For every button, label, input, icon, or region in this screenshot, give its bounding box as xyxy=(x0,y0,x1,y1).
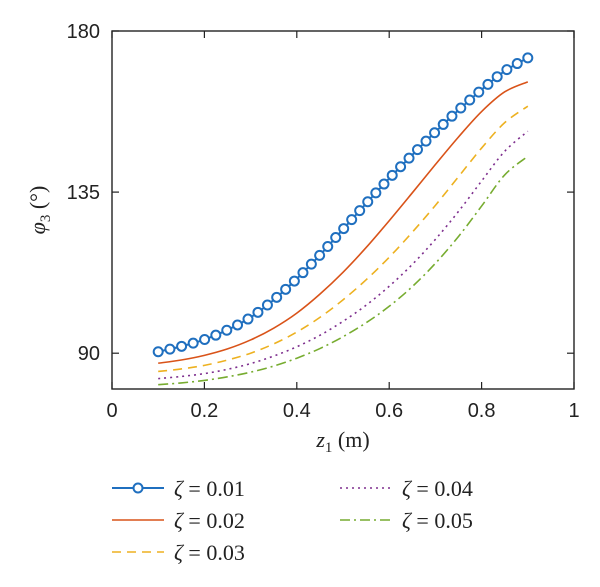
series-marker xyxy=(395,161,407,173)
series-marker xyxy=(522,52,534,64)
x-axis-label: z1 (m) xyxy=(315,427,369,456)
legend-label: ζ = 0.02 xyxy=(174,508,245,533)
legend-label: ζ = 0.03 xyxy=(174,540,245,565)
series-marker xyxy=(164,343,176,355)
series-marker xyxy=(271,291,283,303)
legend-item-3: ζ = 0.03 xyxy=(112,540,245,565)
series-marker xyxy=(199,334,211,346)
series-line-5 xyxy=(158,155,529,386)
series-marker xyxy=(152,346,164,358)
series-marker xyxy=(491,71,503,83)
legend: ζ = 0.01 ζ = 0.02 ζ = 0.03 ζ = 0.04 ζ = 0.05 xyxy=(112,476,473,565)
axes: 0 0.2 0.4 0.6 0.8 1 90 135 180 z1 (m) φ3 (°) xyxy=(25,21,580,456)
series-marker xyxy=(354,205,366,217)
series-line-4 xyxy=(158,130,529,380)
series-marker xyxy=(338,223,350,235)
x-tick-label: 1 xyxy=(568,400,579,422)
plot-area xyxy=(152,52,534,386)
series-marker xyxy=(501,64,513,76)
series-marker xyxy=(305,258,317,270)
x-tick-label: 0.2 xyxy=(190,400,218,422)
series-marker xyxy=(455,102,467,114)
series-line-3 xyxy=(158,105,529,373)
legend-item-1: ζ = 0.01 xyxy=(112,476,245,501)
series-marker xyxy=(187,337,199,349)
legend-label: ζ = 0.04 xyxy=(402,476,473,501)
series-marker xyxy=(261,299,273,311)
series-marker xyxy=(420,135,432,147)
series-marker xyxy=(252,306,264,318)
series-marker xyxy=(280,283,292,295)
series-marker xyxy=(362,196,374,208)
y-tick-label: 180 xyxy=(67,21,100,43)
series-marker xyxy=(176,340,188,352)
series-marker xyxy=(314,249,326,261)
series-marker xyxy=(429,127,441,139)
legend-label: ζ = 0.05 xyxy=(402,508,473,533)
legend-item-4: ζ = 0.04 xyxy=(340,476,473,501)
x-tick-label: 0.4 xyxy=(283,400,311,422)
series-marker xyxy=(288,275,300,287)
y-tick-label: 135 xyxy=(67,182,100,204)
y-tick-label: 90 xyxy=(78,343,100,365)
series-marker xyxy=(464,94,476,106)
series-marker xyxy=(473,86,485,98)
x-tick-label: 0 xyxy=(106,400,117,422)
series-line-2 xyxy=(158,81,529,365)
series-marker xyxy=(221,324,233,336)
series-marker xyxy=(297,267,309,279)
series-marker xyxy=(370,187,382,199)
series-marker xyxy=(446,110,458,122)
series-marker xyxy=(411,144,423,156)
series-marker xyxy=(386,169,398,181)
series-marker xyxy=(242,313,254,325)
series-marker xyxy=(511,58,523,70)
series-marker xyxy=(232,319,244,331)
x-tick-label: 0.6 xyxy=(375,400,403,422)
series-marker xyxy=(210,329,222,341)
series-marker xyxy=(378,178,390,190)
legend-item-5: ζ = 0.05 xyxy=(340,508,473,533)
series-marker xyxy=(437,118,449,130)
series-marker xyxy=(322,241,334,253)
legend-marker xyxy=(132,482,144,494)
x-tick-label: 0.8 xyxy=(468,400,496,422)
series-marker xyxy=(330,232,342,244)
y-axis-label: φ3 (°) xyxy=(25,186,54,235)
legend-item-2: ζ = 0.02 xyxy=(112,508,245,533)
series-marker xyxy=(346,214,358,226)
plot-frame xyxy=(111,30,575,390)
legend-label: ζ = 0.01 xyxy=(174,476,245,501)
series-marker xyxy=(482,78,494,90)
series-marker xyxy=(403,152,415,164)
